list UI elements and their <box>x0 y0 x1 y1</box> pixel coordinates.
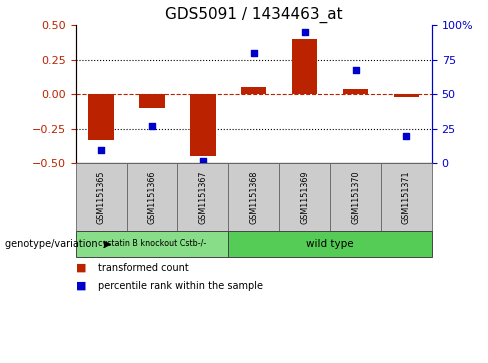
Point <box>352 67 360 73</box>
Text: GSM1151366: GSM1151366 <box>147 170 157 224</box>
Point <box>403 133 410 139</box>
Title: GDS5091 / 1434463_at: GDS5091 / 1434463_at <box>165 7 343 23</box>
Bar <box>88 94 114 140</box>
Text: GSM1151367: GSM1151367 <box>198 170 207 224</box>
Point <box>199 158 207 163</box>
Text: percentile rank within the sample: percentile rank within the sample <box>98 281 263 291</box>
Text: cystatin B knockout Cstb-/-: cystatin B knockout Cstb-/- <box>98 239 206 248</box>
Text: wild type: wild type <box>306 238 354 249</box>
Text: GSM1151365: GSM1151365 <box>97 170 105 224</box>
Text: GSM1151370: GSM1151370 <box>351 170 360 224</box>
Bar <box>343 89 368 94</box>
Text: GSM1151369: GSM1151369 <box>300 170 309 224</box>
Bar <box>292 39 317 94</box>
Point <box>97 147 105 152</box>
Text: transformed count: transformed count <box>98 262 188 273</box>
Text: ■: ■ <box>76 281 86 291</box>
Bar <box>241 87 266 94</box>
Point <box>250 50 258 56</box>
Text: GSM1151368: GSM1151368 <box>249 170 258 224</box>
Text: ■: ■ <box>76 262 86 273</box>
Text: genotype/variation  ▶: genotype/variation ▶ <box>5 238 111 249</box>
Point <box>301 29 308 35</box>
Text: GSM1151371: GSM1151371 <box>402 170 411 224</box>
Bar <box>190 94 216 156</box>
Point <box>148 123 156 129</box>
Bar <box>139 94 164 108</box>
Bar <box>394 94 419 97</box>
